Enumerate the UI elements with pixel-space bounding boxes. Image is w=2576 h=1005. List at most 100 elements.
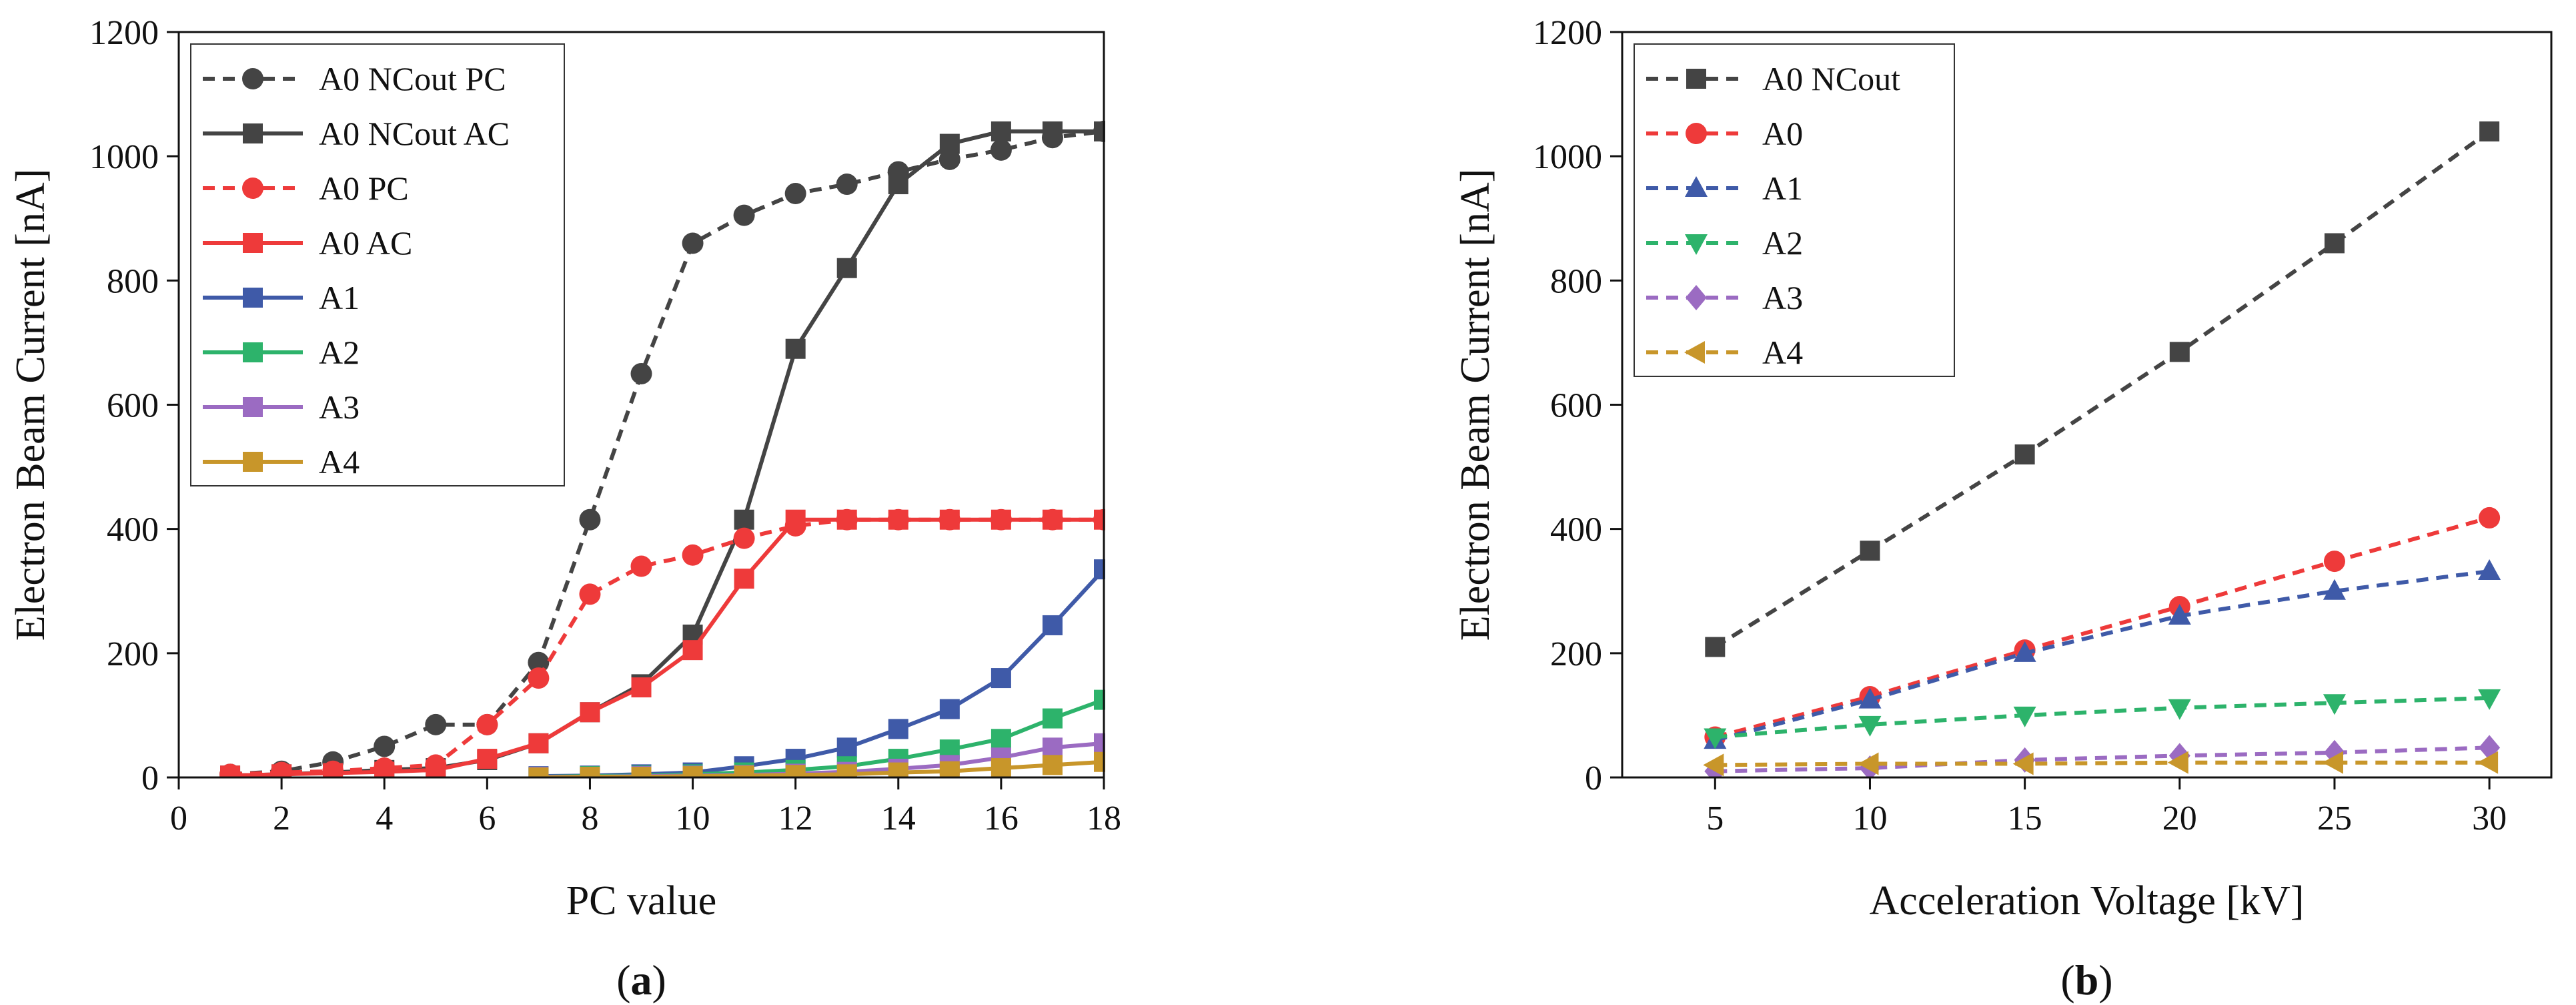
point-a2-5 — [2478, 689, 2501, 710]
point-a3-11 — [1094, 733, 1105, 753]
x-tick-label: 4 — [376, 799, 393, 838]
series-line-a2 — [1715, 695, 2490, 739]
legend-item-a3: A3 — [1646, 279, 1803, 316]
x-tick-label: 5 — [1706, 799, 1724, 838]
point-a4-7 — [888, 762, 908, 778]
y-tick-label: 1200 — [89, 14, 159, 52]
y-tick-label: 600 — [107, 387, 159, 425]
point-a0-ncout-ac-12 — [836, 258, 857, 278]
point-a0-ac-9 — [682, 640, 703, 661]
point-a1-5 — [2478, 559, 2501, 580]
point-a1-11 — [1094, 559, 1105, 580]
y-tick-label: 800 — [1550, 262, 1602, 300]
y-tick-label: 200 — [1550, 635, 1602, 673]
point-a0-ncout-4 — [2324, 233, 2345, 254]
point-a0-ncout-ac-11 — [785, 338, 806, 359]
legend-label-a0-ac: A0 AC — [319, 224, 412, 262]
point-a0-ac-12 — [836, 509, 857, 530]
point-a4-10 — [1042, 755, 1063, 775]
point-a1-2 — [2013, 641, 2036, 662]
point-a4-5 — [2477, 751, 2499, 774]
y-tick-label: 200 — [107, 635, 159, 673]
series-line-a0 — [1714, 516, 2490, 739]
legend-item-a2: A2 — [1646, 224, 1803, 262]
panel-letter: a — [631, 956, 652, 1004]
point-a0-ncout-pc-11 — [784, 183, 806, 205]
point-a4-9 — [991, 758, 1011, 778]
x-tick-label: 6 — [478, 799, 496, 838]
point-a0-ac-0 — [220, 765, 241, 778]
point-a0-ac-10 — [734, 569, 754, 589]
legend-box — [1634, 43, 1955, 377]
legend: A0 NCout PC A0 NCout AC A0 PC A0 AC A1 A2 A3 A4 — [190, 43, 565, 486]
point-a2-0 — [1704, 728, 1727, 749]
point-a4-1 — [1858, 752, 1879, 775]
y-tick-label: 0 — [141, 759, 159, 797]
point-a0-ncout-pc-7 — [579, 509, 601, 531]
legend-marker-a2 — [1685, 234, 1708, 255]
legend-label-a2: A2 — [1762, 224, 1803, 262]
point-a2-11 — [1094, 689, 1105, 710]
point-a0-ncout-0 — [1705, 637, 1726, 657]
point-a1-9 — [991, 668, 1011, 689]
legend: A0 NCout A0 A1 A2 A3 A4 — [1634, 43, 1955, 377]
legend-label-a1: A1 — [1762, 170, 1803, 207]
point-a0-ncout-pc-14 — [938, 148, 960, 170]
x-tick-label: 8 — [581, 799, 598, 838]
legend-label-a2: A2 — [319, 334, 360, 371]
point-a4-8 — [939, 761, 960, 778]
point-a4-4 — [734, 765, 754, 778]
series-line-a4 — [1715, 760, 2490, 767]
point-a0-ncout-1 — [1860, 541, 1880, 561]
plot-area — [1703, 121, 2501, 778]
x-tick-label: 0 — [170, 799, 187, 838]
legend-item-a0-ncout-ac: A0 NCout AC — [203, 115, 510, 152]
point-a0-ncout-pc-8 — [630, 362, 652, 384]
point-a0-ncout-3 — [2169, 342, 2190, 362]
point-a1-3 — [2168, 603, 2191, 625]
legend-item-a0-pc: A0 PC — [203, 170, 409, 207]
point-a0-ncout-pc-4 — [425, 713, 447, 735]
point-a0-ncout-ac-10 — [734, 509, 754, 530]
point-a0-ac-11 — [785, 509, 806, 530]
legend-label-a3: A3 — [1762, 279, 1803, 316]
chart-a: 0 2 4 6 8 10 12 14 16 18 0 200 400 600 800 1000 1200 PC v… — [8, 14, 1121, 1004]
y-tick-label: 400 — [107, 511, 159, 549]
legend-marker-a3 — [1686, 285, 1707, 310]
y-tick-label: 0 — [1585, 759, 1602, 797]
panel-paren-open: ( — [616, 956, 630, 1004]
point-a0-ncout-pc-3 — [374, 735, 396, 757]
series-line-a1 — [538, 568, 1105, 778]
point-a4-11 — [1094, 751, 1105, 772]
legend-label-a4: A4 — [1762, 334, 1803, 371]
point-a4-5 — [785, 765, 806, 778]
point-a0-ac-3 — [374, 761, 395, 778]
y-axis-label: Electron Beam Current [nA] — [8, 169, 53, 641]
x-tick-label: 20 — [2162, 799, 2197, 838]
legend-item-a4: A4 — [203, 443, 360, 480]
point-a2-1 — [1858, 715, 1882, 737]
x-tick-label: 15 — [2008, 799, 2042, 838]
series-line-a0-pc — [229, 517, 1104, 777]
point-a4-2 — [631, 767, 652, 778]
legend-item-a3: A3 — [203, 388, 360, 426]
panel-paren-close: ) — [2098, 956, 2112, 1004]
x-axis-label: Acceleration Voltage [kV] — [1870, 878, 2305, 924]
legend-marker-a4 — [243, 452, 263, 472]
point-a2-3 — [2168, 699, 2191, 720]
y-tick-label: 1200 — [1533, 14, 1602, 52]
x-tick-label: 18 — [1087, 799, 1121, 838]
point-a0-pc-7 — [579, 583, 601, 605]
series-line-a1 — [1714, 569, 2490, 743]
legend-marker-a0-ac — [243, 233, 263, 253]
panel-paren-open: ( — [2060, 956, 2074, 1004]
x-tick-label: 10 — [1852, 799, 1887, 838]
y-tick-label: 800 — [107, 262, 159, 300]
point-a4-1 — [580, 767, 600, 778]
panel-letter: b — [2075, 956, 2099, 1004]
point-a4-0 — [528, 767, 549, 778]
panel-label: (b) — [2060, 956, 2112, 1004]
series-line-a0-ncout — [1714, 129, 2491, 649]
point-a0-ac-14 — [939, 509, 960, 530]
